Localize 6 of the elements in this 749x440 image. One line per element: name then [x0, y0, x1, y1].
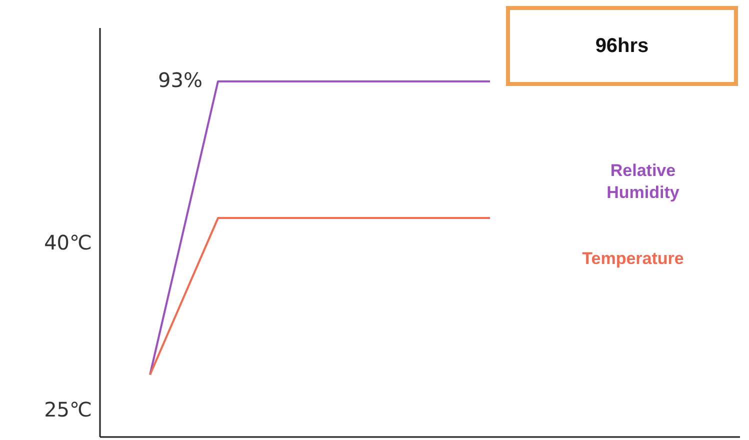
text: 96hrs: [506, 6, 738, 86]
text: Relative Humidity: [606, 160, 680, 204]
y-tick-label: 25℃: [44, 397, 92, 422]
annotation: 93%: [158, 68, 202, 92]
text: Temperature: [581, 248, 685, 270]
y-tick-label: 40℃: [44, 230, 92, 255]
